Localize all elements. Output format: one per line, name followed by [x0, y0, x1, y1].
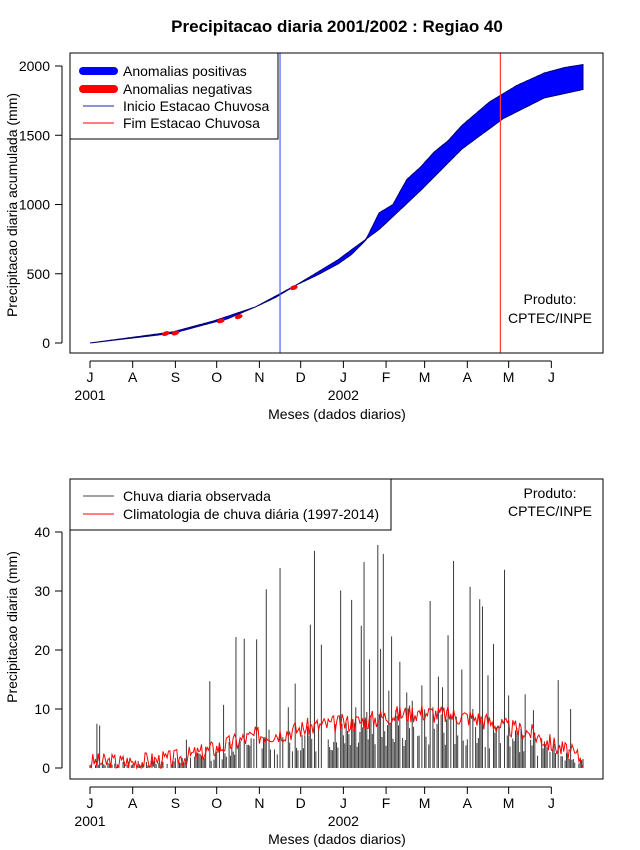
- top-x-axis: J A S O N D J F M A M J 2001 2002: [74, 360, 555, 403]
- x-tick-label: N: [254, 795, 264, 811]
- y-tick-label: 2000: [19, 58, 50, 74]
- y-tick-label: 40: [34, 524, 50, 540]
- x-tick-label: S: [171, 795, 180, 811]
- top-panel: 0 500 1000 1500 2000 J A S O N D J F M A M J 2001 2002 Pr…: [4, 52, 604, 422]
- bottom-x-axis-label: Meses (dados diarios): [268, 831, 406, 847]
- year-label-2001: 2001: [74, 813, 105, 829]
- x-tick-label: D: [296, 795, 306, 811]
- chart-title: Precipitacao diaria 2001/2002 : Regiao 4…: [171, 17, 503, 36]
- x-tick-label: A: [128, 795, 138, 811]
- x-tick-label: J: [548, 369, 555, 385]
- positive-anomaly-band: [89, 64, 584, 344]
- x-tick-label: F: [382, 795, 391, 811]
- top-plot-frame: [69, 52, 604, 354]
- x-tick-label: M: [503, 795, 515, 811]
- legend-positive-label: Anomalias positivas: [123, 63, 247, 79]
- x-tick-label: M: [503, 369, 515, 385]
- y-tick-label: 0: [42, 760, 50, 776]
- climatology-line: [89, 705, 584, 770]
- legend-climatology-label: Climatologia de chuva diária (1997-2014): [123, 506, 379, 522]
- x-tick-label: A: [463, 795, 473, 811]
- x-tick-label: N: [254, 369, 264, 385]
- legend-negative-label: Anomalias negativas: [123, 81, 252, 97]
- y-tick-label: 0: [42, 335, 50, 351]
- bottom-legend: Chuva diaria observada Climatologia de c…: [69, 478, 392, 531]
- top-y-axis: 0 500 1000 1500 2000: [19, 58, 63, 351]
- bottom-y-axis: 0 10 20 30 40: [34, 524, 63, 776]
- top-product-label-1: Produto:: [524, 291, 577, 307]
- y-tick-label: 1000: [19, 197, 50, 213]
- bottom-product-label-1: Produto:: [524, 485, 577, 501]
- daily-rain-bars: [89, 544, 584, 768]
- top-x-axis-label: Meses (dados diarios): [268, 406, 406, 422]
- y-tick-label: 20: [34, 642, 50, 658]
- bottom-product-label-2: CPTEC/INPE: [508, 503, 592, 519]
- x-tick-label: M: [419, 369, 431, 385]
- x-tick-label: J: [87, 369, 94, 385]
- bottom-x-axis: J A S O N D J F M A M J 2001 2002: [74, 786, 555, 829]
- x-tick-label: D: [296, 369, 306, 385]
- legend-onset-label: Inicio Estacao Chuvosa: [123, 98, 270, 114]
- year-label-2002: 2002: [328, 387, 359, 403]
- legend-observed-label: Chuva diaria observada: [123, 488, 271, 504]
- negative-anomaly-mark: [216, 318, 225, 324]
- x-tick-label: A: [128, 369, 138, 385]
- bottom-legend-box: [69, 478, 392, 531]
- x-tick-label: F: [382, 369, 391, 385]
- x-tick-label: O: [211, 369, 222, 385]
- bottom-y-axis-label: Precipitacao diaria (mm): [4, 551, 20, 703]
- y-tick-label: 500: [27, 266, 51, 282]
- x-tick-label: J: [340, 795, 347, 811]
- bottom-panel: 0 10 20 30 40 J A S O N D J F M A M J 2001 2002 Precipita…: [4, 478, 604, 847]
- negative-anomaly-mark: [171, 330, 180, 336]
- negative-anomaly-mark: [289, 285, 298, 291]
- year-label-2002: 2002: [328, 813, 359, 829]
- x-tick-label: S: [171, 369, 180, 385]
- x-tick-label: M: [419, 795, 431, 811]
- legend-end-label: Fim Estacao Chuvosa: [123, 115, 260, 131]
- top-y-axis-label: Precipitacao diaria acumulada (mm): [4, 93, 20, 317]
- y-tick-label: 30: [34, 583, 50, 599]
- negative-anomaly-markers: [161, 285, 298, 337]
- y-tick-label: 1500: [19, 127, 50, 143]
- top-product-label-2: CPTEC/INPE: [508, 310, 592, 326]
- x-tick-label: O: [211, 795, 222, 811]
- x-tick-label: J: [87, 795, 94, 811]
- y-tick-label: 10: [34, 701, 50, 717]
- x-tick-label: A: [463, 369, 473, 385]
- negative-anomaly-mark: [161, 331, 170, 337]
- top-legend: Anomalias positivas Anomalias negativas …: [69, 52, 279, 140]
- x-tick-label: J: [548, 795, 555, 811]
- x-tick-label: J: [340, 369, 347, 385]
- negative-anomaly-mark: [234, 314, 243, 320]
- year-label-2001: 2001: [74, 387, 105, 403]
